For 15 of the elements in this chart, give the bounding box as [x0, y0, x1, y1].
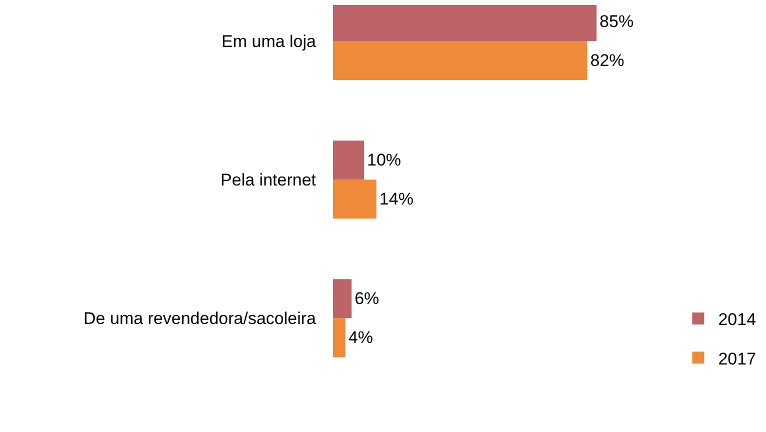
bar: [333, 180, 376, 219]
legend-label: 2017: [718, 349, 756, 368]
legend-label: 2014: [718, 310, 756, 330]
data-label: 6%: [354, 289, 380, 308]
data-label: 85%: [600, 12, 634, 32]
y-tick-label: Em uma loja: [222, 32, 317, 51]
data-label: 4%: [348, 328, 373, 348]
bar: [333, 318, 346, 358]
y-tick-label: De uma revendedora/sacoleira: [84, 309, 317, 328]
data-label: 14%: [379, 190, 414, 209]
data-label: 10%: [367, 150, 402, 170]
y-tick-label: Pela internet: [220, 170, 316, 190]
data-label: 82%: [590, 51, 624, 70]
bar: [333, 279, 352, 318]
bar: [333, 140, 364, 180]
